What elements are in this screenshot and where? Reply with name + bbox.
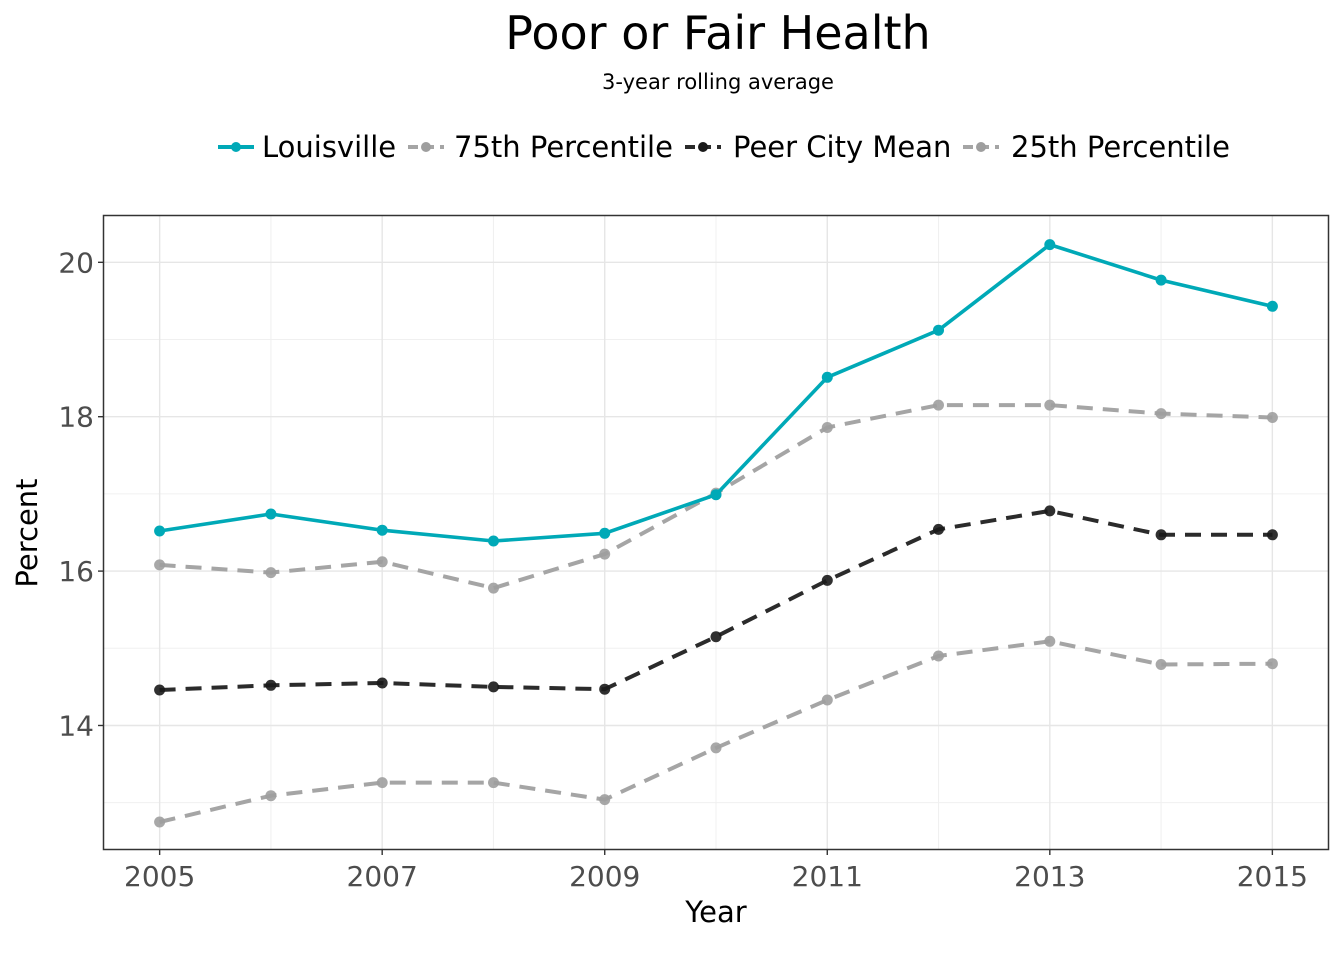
data-point-25th-percentile xyxy=(933,650,944,662)
data-point-75th-percentile xyxy=(821,422,833,433)
data-point-peer-city-mean xyxy=(1266,529,1278,541)
y-tick-label: 14 xyxy=(58,709,94,742)
data-point-75th-percentile xyxy=(488,582,499,594)
data-point-peer-city-mean xyxy=(1044,505,1056,517)
chart-title: Poor or Fair Health xyxy=(505,6,931,60)
data-point-peer-city-mean xyxy=(265,679,277,691)
x-tick-label: 2009 xyxy=(569,860,640,893)
y-tick-label: 18 xyxy=(58,401,94,434)
data-point-peer-city-mean xyxy=(821,574,833,586)
y-tick-label: 20 xyxy=(58,246,94,279)
data-point-peer-city-mean xyxy=(1155,529,1167,541)
x-axis-title: Year xyxy=(684,895,746,929)
data-point-25th-percentile xyxy=(488,777,499,789)
data-point-75th-percentile xyxy=(933,399,944,411)
data-point-louisville xyxy=(265,508,277,520)
plot-panel-border xyxy=(102,214,1330,851)
data-point-25th-percentile xyxy=(599,794,611,806)
chart-subtitle: 3-year rolling average xyxy=(602,70,834,94)
legend-key-peer-city-mean xyxy=(685,142,721,152)
series-louisville xyxy=(154,239,1278,547)
data-point-louisville xyxy=(376,524,388,536)
data-point-25th-percentile xyxy=(376,777,388,789)
legend-key-25th-percentile xyxy=(963,142,999,152)
x-tick-label: 2013 xyxy=(1014,860,1085,893)
series-layer xyxy=(154,239,1278,828)
series-25th-percentile xyxy=(154,635,1278,828)
legend-label-75th-percentile: 75th Percentile xyxy=(454,130,673,164)
data-point-25th-percentile xyxy=(821,694,833,706)
y-tick-label: 16 xyxy=(58,555,94,588)
data-point-peer-city-mean xyxy=(376,677,388,689)
data-point-louisville xyxy=(154,525,166,537)
data-point-louisville xyxy=(1044,239,1056,251)
data-point-25th-percentile xyxy=(154,816,166,828)
legend-label-25th-percentile: 25th Percentile xyxy=(1011,130,1230,164)
data-point-25th-percentile xyxy=(265,790,277,802)
axes: 2005 2007 2009 2011 2013 2015 14 16 18 20 xyxy=(58,246,1308,893)
data-point-peer-city-mean xyxy=(154,684,166,696)
legend-key-75th-percentile xyxy=(408,142,444,152)
data-point-louisville xyxy=(1155,274,1167,286)
data-point-75th-percentile xyxy=(154,559,166,571)
data-point-25th-percentile xyxy=(1044,635,1056,647)
legend-label-peer-city-mean: Peer City Mean xyxy=(733,130,952,164)
data-point-25th-percentile xyxy=(710,742,722,754)
data-point-75th-percentile xyxy=(265,567,277,579)
data-point-75th-percentile xyxy=(1044,399,1056,411)
x-tick-label: 2007 xyxy=(347,860,418,893)
data-point-75th-percentile xyxy=(1155,408,1167,420)
data-point-louisville xyxy=(821,371,833,383)
data-point-louisville xyxy=(1266,300,1278,312)
data-point-75th-percentile xyxy=(599,548,611,560)
data-point-louisville xyxy=(488,535,499,547)
legend-label-louisville: Louisville xyxy=(262,130,397,164)
x-tick-label: 2011 xyxy=(792,860,863,893)
series-line-peer-city-mean xyxy=(159,508,1273,692)
data-point-75th-percentile xyxy=(376,556,388,568)
data-point-louisville xyxy=(599,527,611,539)
data-point-25th-percentile xyxy=(1266,658,1278,670)
data-point-peer-city-mean xyxy=(599,683,611,695)
x-tick-label: 2015 xyxy=(1237,860,1308,893)
data-point-peer-city-mean xyxy=(710,631,722,643)
series-peer-city-mean xyxy=(154,505,1278,696)
data-point-peer-city-mean xyxy=(488,681,499,693)
legend-key-louisville xyxy=(218,142,254,152)
data-point-louisville xyxy=(933,324,944,336)
x-tick-label: 2005 xyxy=(124,860,195,893)
data-point-peer-city-mean xyxy=(933,523,944,535)
data-point-75th-percentile xyxy=(1266,412,1278,423)
data-point-25th-percentile xyxy=(1155,659,1167,670)
y-axis-title: Percent xyxy=(10,478,44,587)
data-point-louisville xyxy=(710,489,722,501)
